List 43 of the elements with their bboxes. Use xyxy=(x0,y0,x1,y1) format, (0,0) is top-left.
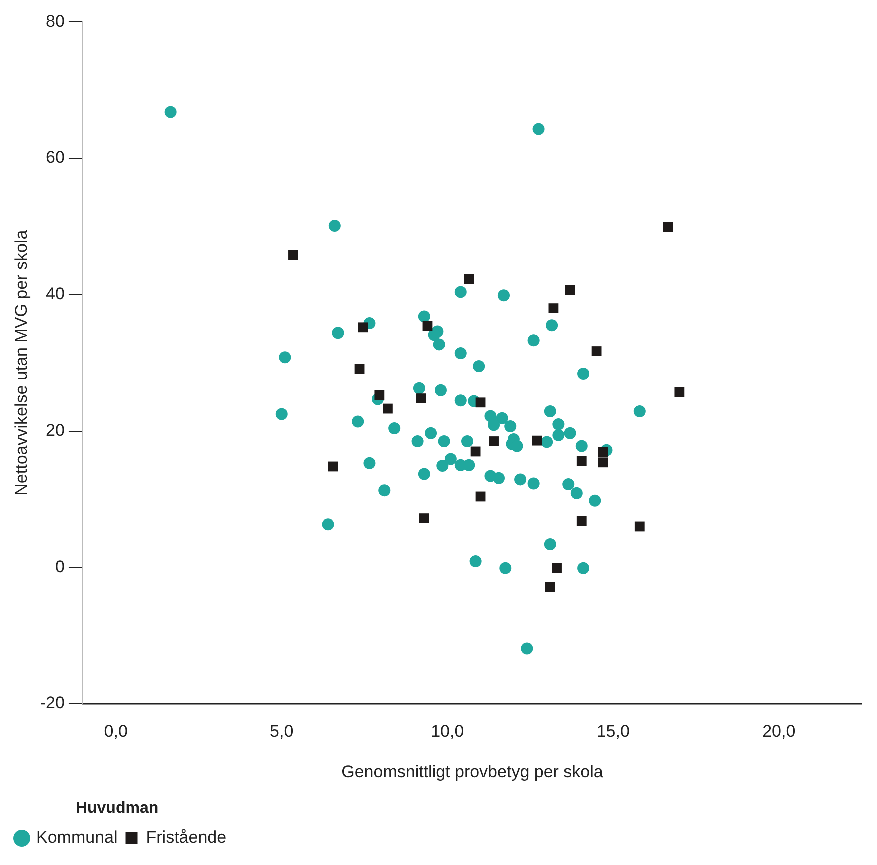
y-tick-label: 80 xyxy=(46,12,65,31)
point xyxy=(576,456,587,466)
point xyxy=(358,322,368,333)
point xyxy=(598,458,608,468)
point xyxy=(328,462,338,472)
point xyxy=(598,447,608,458)
x-axis-title: Genomsnittligt provbetyg per skola xyxy=(342,762,604,782)
point xyxy=(552,563,562,574)
point xyxy=(470,446,481,457)
point xyxy=(464,274,474,284)
point xyxy=(419,514,430,524)
x-tick-label: 0,0 xyxy=(104,722,128,741)
point xyxy=(476,398,486,408)
point xyxy=(383,404,393,414)
y-tick-label: 40 xyxy=(46,284,65,304)
point xyxy=(545,582,556,592)
point xyxy=(489,436,499,446)
point xyxy=(592,346,602,356)
point xyxy=(634,522,645,532)
point xyxy=(476,492,486,502)
point xyxy=(576,516,587,526)
y-tick-label: 60 xyxy=(46,148,65,168)
legend-label: Fristående xyxy=(146,828,227,848)
legend-label: Kommunal xyxy=(36,828,118,848)
point xyxy=(663,222,674,232)
y-tick-label: 0 xyxy=(56,557,65,576)
point xyxy=(354,364,365,374)
x-tick-label: 15,0 xyxy=(596,722,630,741)
y-tick-label: -20 xyxy=(40,694,65,713)
point xyxy=(565,285,576,296)
point xyxy=(674,387,685,398)
x-tick-label: 5,0 xyxy=(270,722,294,741)
legend-title: Huvudman xyxy=(76,800,159,818)
y-axis-title: Nettoavvikelse utan MVG per skola xyxy=(12,230,31,496)
point xyxy=(532,436,542,446)
point xyxy=(374,390,385,400)
y-tick-label: 20 xyxy=(46,420,65,440)
x-tick-label: 10,0 xyxy=(431,722,464,741)
x-tick-label: 20,0 xyxy=(762,722,796,741)
point xyxy=(288,250,298,260)
point xyxy=(416,394,426,404)
point xyxy=(548,304,559,314)
point xyxy=(422,321,433,332)
